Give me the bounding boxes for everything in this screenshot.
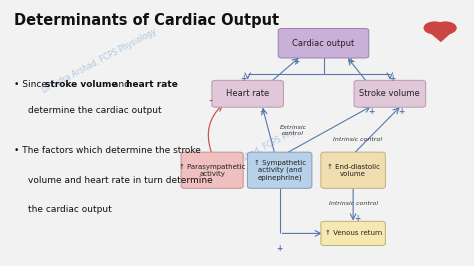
Text: –: – [209,97,213,106]
Text: +: + [276,244,283,253]
Text: +: + [240,74,246,83]
Text: +: + [347,57,354,66]
Text: ↑ Venous return: ↑ Venous return [325,230,382,236]
Text: stroke volume: stroke volume [45,80,118,89]
FancyBboxPatch shape [247,152,312,188]
FancyBboxPatch shape [278,28,369,58]
Text: • Since: • Since [14,80,50,89]
Polygon shape [425,28,456,41]
FancyBboxPatch shape [212,80,283,107]
Text: +: + [389,74,395,83]
Text: Determinants of Cardiac Output: Determinants of Cardiac Output [14,13,279,28]
Text: +: + [355,214,361,223]
Circle shape [435,22,456,34]
Text: +: + [368,107,374,116]
Text: +: + [259,107,265,116]
Text: Dr Sid a Arshad, FCPS Phy: Dr Sid a Arshad, FCPS Phy [205,127,298,182]
Text: Intrinsic control: Intrinsic control [328,201,378,206]
Text: • The factors which determine the stroke: • The factors which determine the stroke [14,146,201,155]
Text: Heart rate: Heart rate [226,89,269,98]
Text: determine the cardiac output: determine the cardiac output [28,106,162,115]
Text: volume and heart rate in turn determine: volume and heart rate in turn determine [28,176,213,185]
Text: heart rate: heart rate [126,80,177,89]
Text: Cardiac output: Cardiac output [292,39,355,48]
FancyBboxPatch shape [321,221,385,246]
FancyBboxPatch shape [181,152,243,188]
Text: ↑ End-diastolic
volume: ↑ End-diastolic volume [327,164,380,177]
Text: ↑ Sympathetic
activity (and
epinephrine): ↑ Sympathetic activity (and epinephrine) [254,160,306,181]
Text: +: + [293,57,300,66]
Text: Extrinsic
control: Extrinsic control [280,125,306,136]
Text: ↑ Parasympathetic
activity: ↑ Parasympathetic activity [179,164,246,177]
Text: and: and [110,80,133,89]
Text: Stroke volume: Stroke volume [359,89,420,98]
Text: Intrinsic control: Intrinsic control [333,137,383,142]
FancyBboxPatch shape [354,80,426,107]
Text: +: + [399,107,405,116]
Circle shape [424,22,445,34]
FancyBboxPatch shape [321,152,385,188]
Text: the cardiac output: the cardiac output [28,205,112,214]
Text: Dr Sidra Arshad, FCPS Physiology: Dr Sidra Arshad, FCPS Physiology [41,27,158,95]
